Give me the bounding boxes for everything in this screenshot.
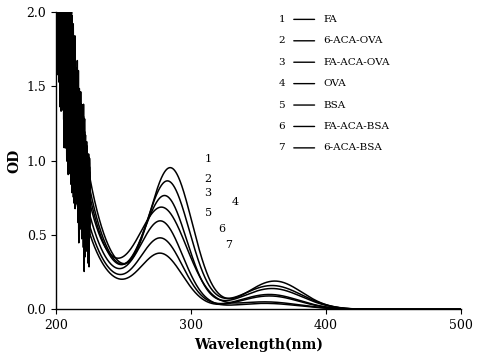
Text: FA: FA (324, 15, 337, 24)
Text: 2: 2 (278, 36, 285, 45)
Text: 4: 4 (232, 197, 239, 207)
Text: 6: 6 (218, 224, 225, 234)
Text: 6-ACA-BSA: 6-ACA-BSA (324, 143, 382, 152)
Text: 5: 5 (278, 101, 285, 109)
Text: 3: 3 (278, 58, 285, 67)
Text: OVA: OVA (324, 79, 346, 88)
Text: 3: 3 (204, 188, 212, 199)
Text: 5: 5 (204, 208, 212, 218)
Text: 4: 4 (278, 79, 285, 88)
Text: 7: 7 (278, 143, 285, 152)
Text: FA-ACA-BSA: FA-ACA-BSA (324, 122, 389, 131)
Y-axis label: OD: OD (7, 149, 21, 173)
Text: FA-ACA-OVA: FA-ACA-OVA (324, 58, 390, 67)
Text: 2: 2 (204, 173, 212, 183)
Text: 7: 7 (225, 241, 232, 251)
Text: 6-ACA-OVA: 6-ACA-OVA (324, 36, 383, 45)
X-axis label: Wavelength(nm): Wavelength(nm) (194, 338, 323, 352)
Text: 1: 1 (278, 15, 285, 24)
Text: 1: 1 (204, 154, 212, 164)
Text: BSA: BSA (324, 101, 346, 109)
Text: 6: 6 (278, 122, 285, 131)
